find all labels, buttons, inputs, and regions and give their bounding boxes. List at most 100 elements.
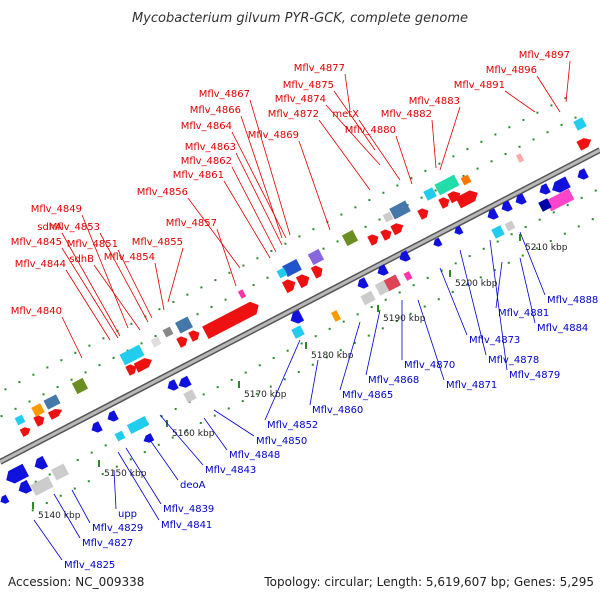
gene-block (545, 188, 575, 212)
gene-label-top: Mflv_4845 (11, 237, 62, 248)
forward-gene (447, 191, 461, 204)
gene-label-top: sdhA (37, 222, 62, 233)
leader-line (298, 140, 331, 231)
leader-line (213, 409, 255, 437)
gene-label-bottom: Mflv_4841 (161, 520, 212, 531)
leader-line (439, 267, 468, 336)
track-dot (200, 286, 203, 289)
track-dot (283, 378, 286, 381)
leader-line (117, 249, 153, 319)
track-dot (508, 126, 511, 129)
track-dot (154, 335, 157, 338)
gene-label-bottom: Mflv_4868 (368, 375, 419, 386)
track-dot (381, 327, 384, 330)
leader-line (167, 247, 184, 303)
forward-gene (455, 190, 478, 209)
gene-label-top: Mflv_4896 (486, 65, 537, 76)
track-dot (420, 196, 423, 199)
gene-block (276, 267, 288, 279)
forward-gene (380, 229, 392, 241)
gene-label-top: Mflv_4856 (137, 187, 188, 198)
track-dot (224, 298, 227, 301)
gene-label-top: Mflv_4866 (190, 105, 241, 116)
kbp-label: 5160 kbp (172, 429, 215, 439)
leader-line (365, 309, 381, 376)
leader-line (459, 249, 487, 356)
gene-block (383, 274, 401, 292)
gene-block (162, 326, 174, 338)
gene-block (423, 187, 437, 201)
track-dot (314, 335, 317, 338)
track-dot (60, 359, 63, 362)
gene-label-top: Mflv_4880 (345, 125, 396, 136)
gene-block (126, 415, 150, 435)
forward-gene (47, 408, 63, 420)
track-dot (521, 254, 524, 257)
leader-line (33, 519, 63, 561)
track-dot (59, 494, 62, 497)
leader-line (536, 75, 561, 113)
leader-line (325, 104, 381, 166)
kbp-label: 5210 kbp (525, 243, 568, 253)
track-dot (186, 293, 189, 296)
leader-line (203, 417, 228, 451)
track-dot (88, 344, 91, 347)
forward-gene (202, 301, 259, 340)
track-dot (440, 269, 443, 272)
track-dot (4, 388, 7, 391)
gene-label-top: Mflv_4891 (454, 80, 505, 91)
track-dot (90, 451, 93, 454)
track-dot (367, 334, 370, 337)
track-dot (172, 300, 175, 303)
track-dot (535, 247, 538, 250)
leader-line (439, 106, 461, 171)
track-dot (480, 140, 483, 143)
kbp-tick (519, 234, 521, 241)
track-dot (546, 131, 549, 134)
gene-label-top: Mflv_4872 (268, 109, 319, 120)
track-dot (438, 162, 441, 165)
gene-label-bottom: Mflv_4888 (547, 295, 598, 306)
track-dot (70, 378, 73, 381)
map-title: Mycobacterium gilvum PYR-GCK, complete g… (132, 11, 468, 26)
track-dot (563, 232, 566, 235)
leader-line (489, 239, 508, 371)
gene-block (341, 229, 359, 247)
track-dot (594, 189, 597, 192)
forward-gene (367, 234, 379, 246)
reverse-gene (18, 479, 33, 494)
gene-label-top: Mflv_4882 (381, 109, 432, 120)
kbp-tick (449, 270, 451, 277)
track-dot (465, 283, 468, 286)
reverse-gene (433, 237, 443, 247)
leader-line (395, 135, 413, 185)
track-dot (384, 298, 387, 301)
track-dot (468, 255, 471, 258)
track-dot (336, 240, 339, 243)
gene-block (119, 344, 145, 366)
track-dot (452, 155, 455, 158)
leader-line (249, 99, 291, 236)
leader-line (61, 316, 83, 359)
leader-line (53, 493, 81, 539)
track-dot (340, 213, 343, 216)
track-dot (370, 306, 373, 309)
gene-block (175, 316, 193, 334)
track-dot (364, 225, 367, 228)
track-dot (228, 271, 231, 274)
track-dot (216, 386, 219, 389)
leader-line (417, 299, 445, 381)
label-leaders (33, 60, 571, 561)
reverse-gene (515, 193, 527, 205)
track-dot (325, 356, 328, 359)
leader-line (504, 90, 536, 113)
track-dot (580, 196, 583, 199)
reverse-gene (357, 277, 369, 289)
track-dot (504, 153, 507, 156)
track-dot (115, 465, 118, 468)
gene-label-top: Mflv_4844 (15, 259, 66, 270)
track-dot (398, 291, 401, 294)
track-dot (76, 458, 79, 461)
track-dot (199, 421, 202, 424)
